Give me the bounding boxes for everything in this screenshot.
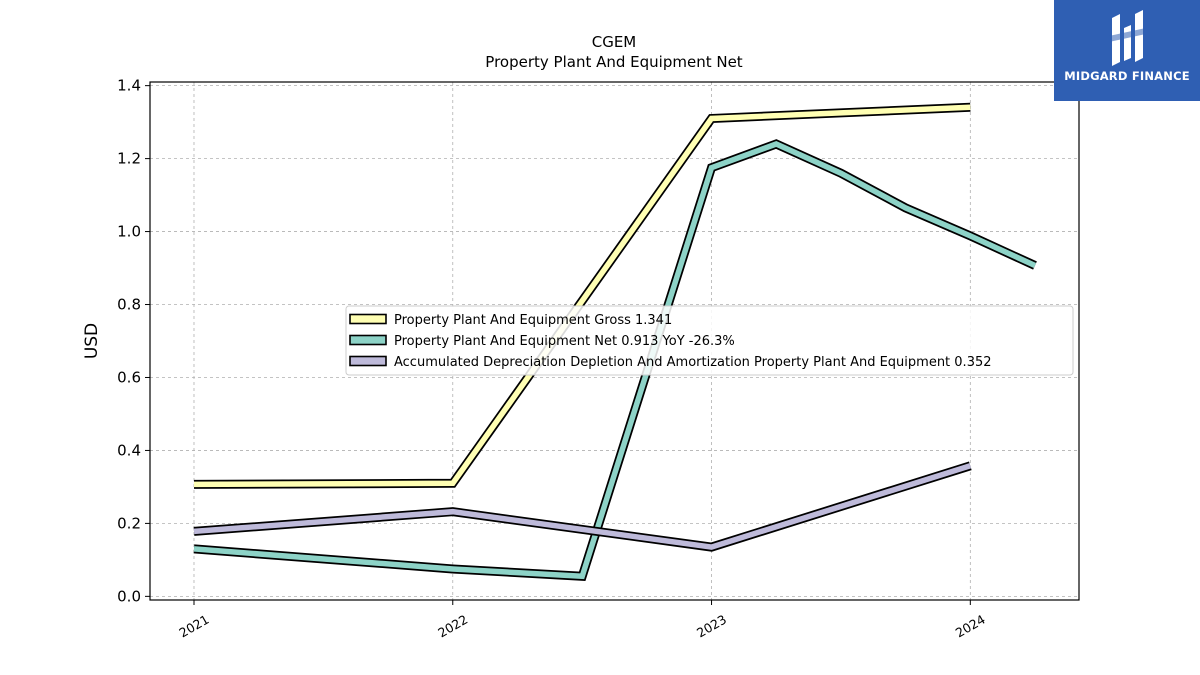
y-tick-label: 0.8	[117, 296, 141, 314]
chart-title: CGEM	[592, 33, 637, 51]
legend-label: Accumulated Depreciation Depletion And A…	[394, 355, 992, 370]
grid	[150, 82, 1079, 600]
series-line-1	[193, 104, 971, 488]
midgard-finance-logo: MIDGARD FINANCE	[1054, 0, 1200, 101]
x-tick-label: 2022	[435, 612, 470, 641]
series-line-outline-1	[193, 102, 971, 489]
x-tick-label: 2023	[694, 612, 729, 641]
y-tick-label: 1.4	[117, 77, 141, 95]
legend-swatch	[349, 355, 387, 367]
x-axis: 2021 2022 2023 2024	[176, 600, 988, 641]
legend-swatch	[349, 334, 387, 346]
legend-swatch	[349, 313, 387, 325]
y-axis-label: USD	[82, 323, 102, 359]
legend: Property Plant And Equipment Gross 1.341…	[345, 305, 1074, 376]
series-line-2	[193, 141, 1037, 580]
y-axis: 0.0 0.2 0.4 0.6 0.8 1.0 1.2 1.4	[117, 77, 150, 605]
x-tick-label: 2024	[953, 612, 988, 641]
chart-subtitle: Property Plant And Equipment Net	[485, 53, 742, 71]
legend-label: Property Plant And Equipment Net 0.913 Y…	[394, 334, 735, 349]
y-tick-label: 0.0	[117, 587, 141, 605]
y-tick-label: 0.6	[117, 368, 141, 386]
legend-box	[345, 305, 1074, 376]
legend-label: Property Plant And Equipment Gross 1.341	[394, 313, 672, 328]
midgard-logo-icon	[1109, 10, 1146, 66]
x-tick-label: 2021	[176, 612, 211, 641]
series-line-3	[193, 463, 972, 550]
series-group	[193, 102, 1037, 581]
y-tick-label: 1.0	[117, 223, 141, 241]
logo-text: MIDGARD FINANCE	[1064, 69, 1190, 83]
y-tick-label: 1.2	[117, 150, 141, 168]
plot-frame	[149, 81, 1080, 601]
y-tick-label: 0.4	[117, 441, 141, 459]
y-tick-label: 0.2	[117, 514, 141, 532]
series-line-outline-3	[193, 461, 972, 552]
